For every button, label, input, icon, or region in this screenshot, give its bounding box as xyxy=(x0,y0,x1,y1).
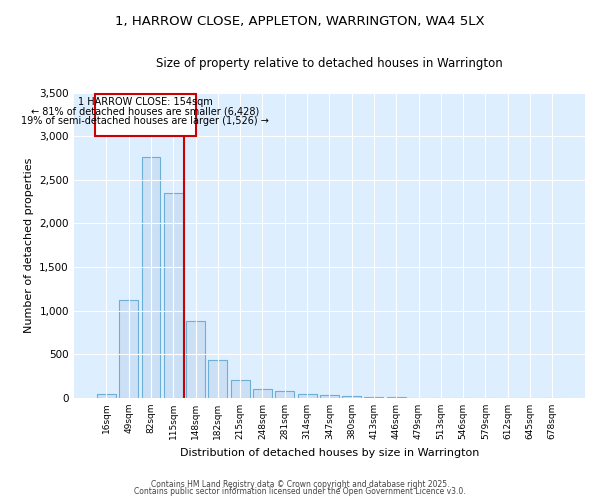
Bar xyxy=(119,300,138,398)
Text: 1, HARROW CLOSE, APPLETON, WARRINGTON, WA4 5LX: 1, HARROW CLOSE, APPLETON, WARRINGTON, W… xyxy=(115,15,485,28)
Bar xyxy=(164,193,183,398)
Bar xyxy=(298,394,317,398)
X-axis label: Distribution of detached houses by size in Warrington: Distribution of detached houses by size … xyxy=(179,448,479,458)
Title: Size of property relative to detached houses in Warrington: Size of property relative to detached ho… xyxy=(156,58,503,70)
Text: Contains public sector information licensed under the Open Government Licence v3: Contains public sector information licen… xyxy=(134,487,466,496)
Bar xyxy=(186,321,205,398)
Y-axis label: Number of detached properties: Number of detached properties xyxy=(23,158,34,333)
Text: Contains HM Land Registry data © Crown copyright and database right 2025.: Contains HM Land Registry data © Crown c… xyxy=(151,480,449,489)
FancyBboxPatch shape xyxy=(95,94,196,136)
Bar xyxy=(253,389,272,398)
Bar xyxy=(208,360,227,398)
Text: 1 HARROW CLOSE: 154sqm: 1 HARROW CLOSE: 154sqm xyxy=(78,97,213,107)
Bar xyxy=(342,396,361,398)
Bar xyxy=(320,396,339,398)
Text: ← 81% of detached houses are smaller (6,428): ← 81% of detached houses are smaller (6,… xyxy=(31,106,260,117)
Bar xyxy=(97,394,116,398)
Bar xyxy=(142,157,160,398)
Bar xyxy=(231,380,250,398)
Bar xyxy=(275,392,294,398)
Text: 19% of semi-detached houses are larger (1,526) →: 19% of semi-detached houses are larger (… xyxy=(22,116,269,126)
Bar xyxy=(364,397,383,398)
